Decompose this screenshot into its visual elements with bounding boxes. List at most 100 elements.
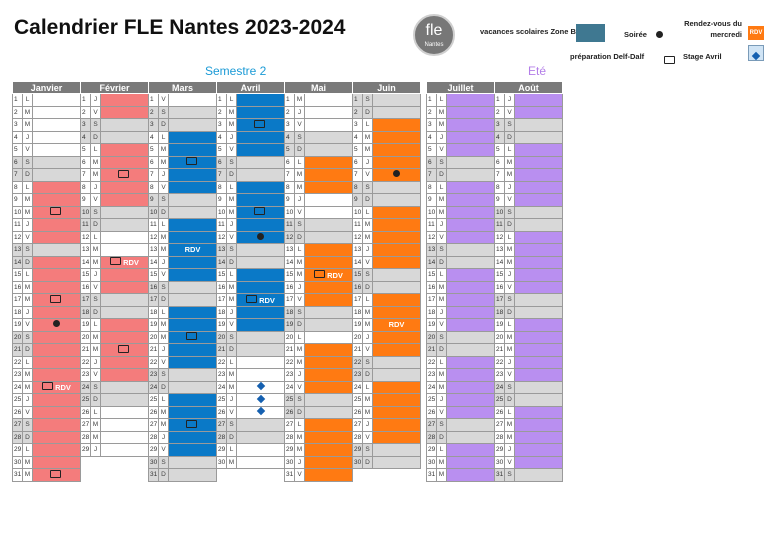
day-event <box>236 355 285 369</box>
day-event <box>168 268 217 282</box>
day-number: 7 <box>284 168 295 182</box>
day-event <box>100 268 149 282</box>
day-event <box>372 368 421 382</box>
day-number: 22 <box>80 355 91 369</box>
day-letter: S <box>226 155 237 169</box>
day-number: 12 <box>494 230 505 244</box>
day-letter: D <box>504 130 515 144</box>
day-letter: V <box>226 318 237 332</box>
day-number: 27 <box>352 418 363 432</box>
day-event <box>304 168 353 182</box>
day-event <box>514 405 563 419</box>
day-event <box>446 105 495 119</box>
day-number: 21 <box>352 343 363 357</box>
gap <box>420 206 427 219</box>
day-number: 25 <box>216 393 227 407</box>
day-letter: M <box>436 368 447 382</box>
day-event <box>100 118 149 132</box>
day-letter: L <box>90 405 101 419</box>
day-number: 9 <box>494 193 505 207</box>
day-number: 15 <box>148 268 159 282</box>
day-event <box>304 380 353 394</box>
day-letter: V <box>294 468 305 482</box>
day-number: 13 <box>80 243 91 257</box>
day-event <box>304 443 353 457</box>
day-number: 4 <box>12 130 23 144</box>
day-event <box>32 430 81 444</box>
day-number: 11 <box>80 218 91 232</box>
day-letter: S <box>294 393 305 407</box>
day-row: 10 M 10 S 10 D 10 M 10 V 10 L 10 M 10 S <box>12 205 563 219</box>
day-event <box>304 205 353 219</box>
day-letter: J <box>436 130 447 144</box>
day-event <box>372 393 421 407</box>
day-event <box>32 118 81 132</box>
day-number: 1 <box>352 93 363 107</box>
month-header: Mai <box>284 81 353 94</box>
day-number: 21 <box>426 343 437 357</box>
day-letter: L <box>90 318 101 332</box>
day-letter: D <box>22 343 33 357</box>
day-letter: M <box>436 118 447 132</box>
book-icon <box>110 257 122 266</box>
day-number: 29 <box>148 443 159 457</box>
day-event <box>32 155 81 169</box>
day-event <box>514 180 563 194</box>
day-event <box>304 243 353 257</box>
day-letter: S <box>226 243 237 257</box>
day-letter: S <box>294 305 305 319</box>
day-event <box>32 180 81 194</box>
legend-soiree-label: Soirée <box>624 30 647 39</box>
legend-stage-label: Stage Avril <box>683 52 722 61</box>
day-number: 2 <box>352 105 363 119</box>
day-event <box>168 130 217 144</box>
day-event <box>304 368 353 382</box>
day-event <box>446 130 495 144</box>
day-letter: M <box>504 330 515 344</box>
day-event <box>304 180 353 194</box>
day-number: 4 <box>426 130 437 144</box>
day-letter: V <box>362 168 373 182</box>
day-event <box>446 255 495 269</box>
gap <box>420 218 427 231</box>
day-number: 2 <box>284 105 295 119</box>
day-event <box>237 469 285 482</box>
day-event <box>32 268 81 282</box>
day-letter: S <box>436 330 447 344</box>
gap <box>420 431 427 444</box>
day-letter: M <box>294 343 305 357</box>
day-number: 13 <box>352 243 363 257</box>
day-event <box>446 305 495 319</box>
day-event <box>168 293 217 307</box>
day-event <box>446 330 495 344</box>
day-letter: L <box>436 268 447 282</box>
day-event <box>446 293 495 307</box>
day-event <box>32 405 81 419</box>
day-number: 10 <box>284 205 295 219</box>
day-letter: J <box>504 355 515 369</box>
day-event <box>446 205 495 219</box>
day-letter: M <box>436 455 447 469</box>
day-letter: S <box>294 218 305 232</box>
day-event <box>304 93 353 107</box>
day-event <box>236 230 285 244</box>
day-number: 9 <box>284 193 295 207</box>
day-letter: M <box>90 343 101 357</box>
day-letter: M <box>22 105 33 119</box>
day-number <box>217 469 227 482</box>
day-number: 22 <box>352 355 363 369</box>
day-number: 30 <box>494 455 505 469</box>
day-number: 17 <box>12 293 23 307</box>
book-icon <box>246 294 258 303</box>
rdv-label: RDV <box>55 383 71 393</box>
day-number: 14 <box>148 255 159 269</box>
day-number: 3 <box>80 118 91 132</box>
day-event <box>236 430 285 444</box>
day-event <box>446 443 495 457</box>
day-letter: M <box>362 405 373 419</box>
gap <box>420 193 427 206</box>
